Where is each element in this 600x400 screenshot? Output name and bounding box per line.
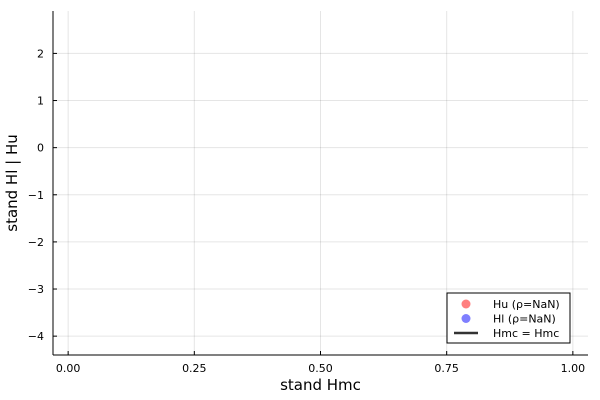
y-tick-label: 1 — [37, 95, 44, 108]
y-tick-label: −3 — [28, 283, 44, 296]
axes — [52, 11, 588, 356]
y-tick-label: 0 — [37, 142, 44, 155]
tick-labels: 0.00 0.25 0.50 0.75 1.00 2 1 0 −1 −2 −3 −4 — [28, 47, 585, 375]
legend-swatch-marker — [461, 314, 471, 323]
legend-label: Hl (ρ=NaN) — [493, 313, 556, 326]
y-tick-label: −1 — [28, 189, 44, 202]
x-tick-label: 0.00 — [56, 362, 81, 375]
x-tick-label: 0.50 — [308, 362, 333, 375]
x-tick-label: 0.25 — [182, 362, 207, 375]
y-axis-label: stand Hl | Hu — [3, 134, 21, 232]
x-tick-label: 1.00 — [561, 362, 586, 375]
y-tick-label: −2 — [28, 236, 44, 249]
legend-label: Hmc = Hmc — [493, 327, 559, 340]
x-axis-label: stand Hmc — [280, 376, 361, 394]
grid — [53, 11, 588, 355]
legend: Hu (ρ=NaN) Hl (ρ=NaN)Hmc = Hmc — [446, 292, 571, 344]
y-tick-label: 2 — [37, 47, 44, 60]
y-tick-label: −4 — [28, 330, 44, 343]
legend-label: Hu (ρ=NaN) — [493, 298, 560, 311]
legend-swatch-marker — [461, 299, 471, 309]
x-tick-label: 0.75 — [434, 362, 459, 375]
